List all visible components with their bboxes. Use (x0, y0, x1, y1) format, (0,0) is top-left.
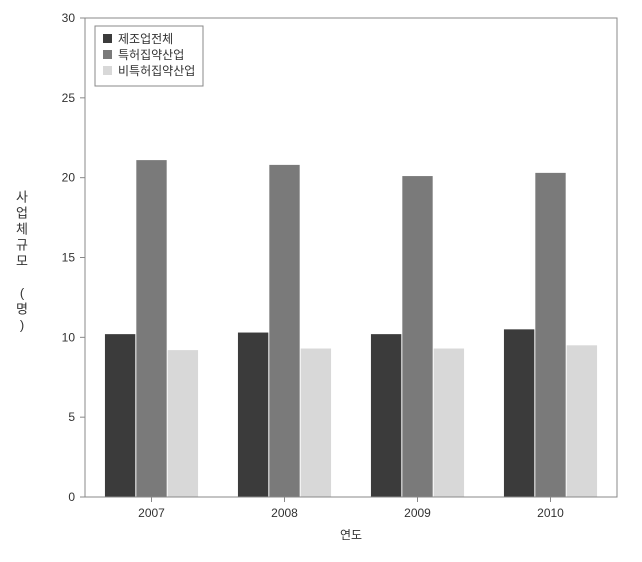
legend-label: 제조업전체 (118, 32, 173, 46)
y-tick-label: 20 (62, 171, 76, 185)
y-tick-label: 5 (68, 410, 75, 424)
legend-label: 특허집약산업 (118, 47, 184, 62)
y-tick-label: 25 (62, 91, 76, 105)
bar (136, 160, 166, 497)
bar (434, 349, 464, 497)
legend-swatch (103, 34, 112, 43)
y-axis-label: 업 (16, 206, 28, 221)
y-axis-label: 규 (16, 238, 28, 253)
x-axis-label: 연도 (340, 528, 362, 542)
legend: 제조업전체특허집약산업비특허집약산업 (95, 26, 203, 86)
x-tick-label: 2008 (271, 506, 298, 520)
bar (504, 329, 534, 497)
bar (238, 333, 268, 497)
legend-label: 비특허집약산업 (118, 63, 195, 78)
x-tick-label: 2009 (404, 506, 431, 520)
bar (168, 350, 198, 497)
bar (301, 349, 331, 497)
y-axis-label: ( (20, 286, 25, 301)
y-tick-label: 30 (62, 11, 76, 25)
y-axis-label: ) (20, 318, 24, 333)
y-axis-label: 사 (16, 190, 28, 205)
bar (567, 345, 597, 497)
bar (535, 173, 565, 497)
y-tick-label: 0 (68, 490, 75, 504)
legend-swatch (103, 50, 112, 59)
bar (371, 334, 401, 497)
legend-swatch (103, 66, 112, 75)
chart-container: 0 5 10 15 20 25 30 사업체규모 (명) 2007 2008 2009 2010 연도 제… (0, 0, 642, 562)
x-tick-label: 2007 (138, 506, 165, 520)
y-tick-label: 10 (62, 330, 76, 344)
bar-chart: 0 5 10 15 20 25 30 사업체규모 (명) 2007 2008 2009 2010 연도 제… (0, 0, 642, 562)
bar (105, 334, 135, 497)
y-axis-label: 체 (16, 222, 28, 237)
y-axis-label: 명 (16, 302, 28, 317)
y-axis-label: 모 (16, 254, 28, 269)
x-tick-label: 2010 (537, 506, 564, 520)
bar (402, 176, 432, 497)
y-tick-label: 15 (62, 251, 76, 265)
bar (269, 165, 299, 497)
